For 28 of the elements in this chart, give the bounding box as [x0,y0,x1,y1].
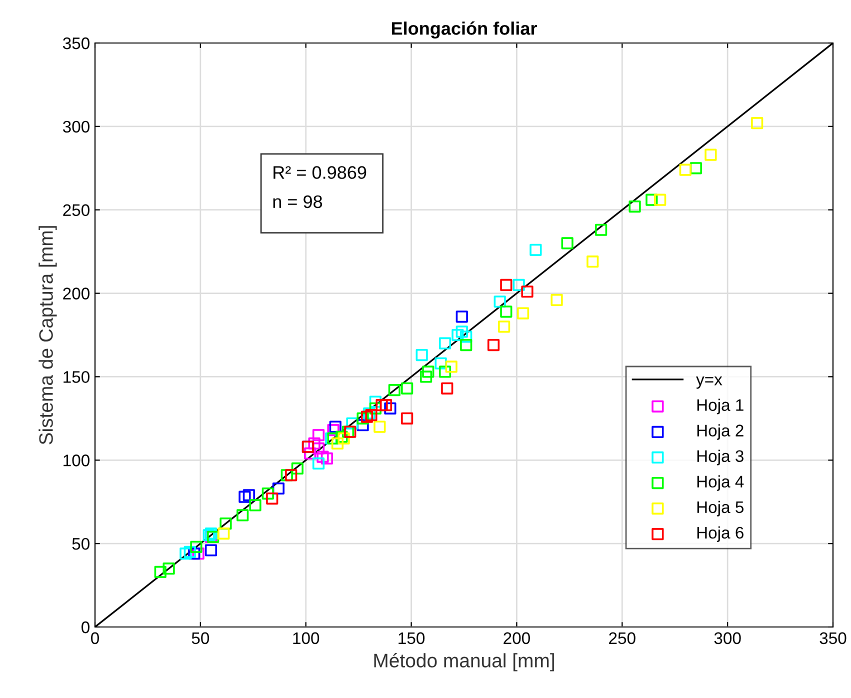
legend-label: Hoja 5 [697,500,744,516]
legend-label: Hoja 6 [697,526,744,542]
x-tick-label: 200 [504,632,530,644]
legend-label: Hoja 3 [697,450,744,466]
y-tick-label: 200 [63,288,90,300]
y-tick-label: 300 [62,120,90,133]
x-tick-label: 50 [192,632,210,644]
legend-label: Hoja 4 [697,475,744,491]
legend-label: Hoja 2 [697,424,744,440]
y-axis-title: Sistema de Captura [mm] [38,226,57,444]
legend-label: y=x [696,376,722,389]
y-tick-label: 100 [64,454,90,466]
x-tick-label: 100 [293,632,320,644]
chart-title: Elongación foliar [392,21,537,38]
y-tick-label: 350 [62,37,90,50]
x-tick-label: 250 [609,632,636,644]
x-axis-title: Método manual [mm] [374,652,554,672]
legend-label: Hoja 1 [697,398,744,414]
x-tick-label: 0 [91,632,99,644]
x-tick-label: 150 [398,632,425,644]
y-tick-label: 50 [72,538,90,550]
x-tick-label: 350 [820,632,846,644]
annotation: n = 98 [273,195,322,208]
annotation: R² = 0.9869 [274,166,366,179]
y-tick-label: 150 [64,371,90,383]
y-tick-label: 250 [63,204,90,216]
y-tick-label: 0 [82,621,90,634]
x-tick-label: 300 [714,632,741,644]
